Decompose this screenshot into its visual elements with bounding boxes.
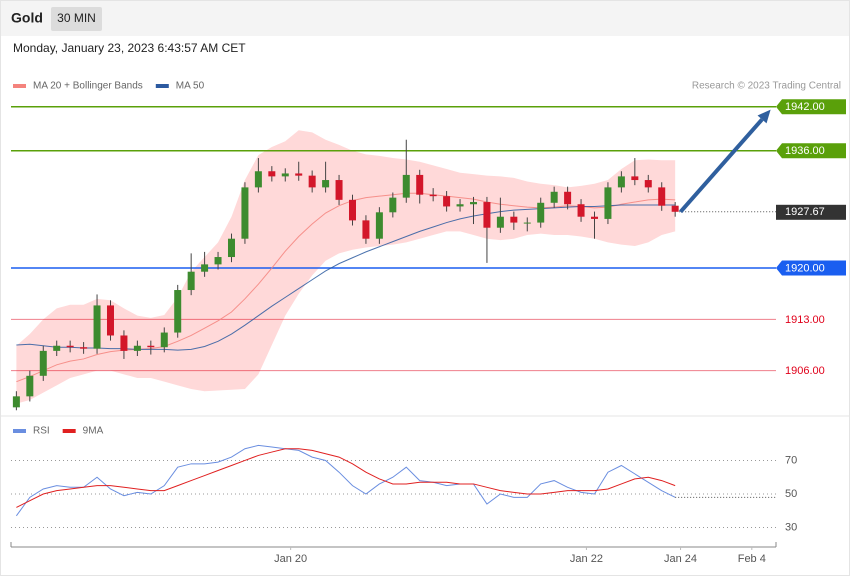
symbol: Gold <box>11 10 43 26</box>
candle-body <box>577 204 585 217</box>
price-box <box>776 99 846 115</box>
candle-body <box>483 202 491 228</box>
price-label: 1927.67 <box>785 206 825 218</box>
candle-body <box>590 216 598 219</box>
candle-body <box>443 196 451 207</box>
candle-body <box>617 176 625 188</box>
x-tick-label: Jan 20 <box>274 553 307 565</box>
candle-body <box>53 345 61 351</box>
candle-body <box>12 396 20 408</box>
candle-body <box>268 171 276 177</box>
price-label: 1936.00 <box>785 145 825 157</box>
candle-body <box>671 205 679 212</box>
price-label: 1920.00 <box>785 262 825 274</box>
candle-body <box>295 173 303 176</box>
header-bar <box>1 1 849 36</box>
candle-body <box>402 174 410 198</box>
candle-body <box>308 175 316 188</box>
candle-body <box>631 176 639 181</box>
y-tick-label: 30 <box>785 521 797 533</box>
candle-body <box>550 191 558 203</box>
candle-body <box>227 238 235 258</box>
legend-label: MA 20 + Bollinger Bands <box>33 81 143 92</box>
price-box <box>776 260 846 276</box>
candle-body <box>254 171 262 188</box>
candle-body <box>80 347 88 349</box>
legend-swatch <box>155 84 169 88</box>
x-tick-label: Jan 22 <box>570 553 603 565</box>
candle-body <box>106 305 114 336</box>
candle-body <box>201 264 209 272</box>
copyright: Research © 2023 Trading Central <box>692 81 841 92</box>
candle-body <box>375 212 383 239</box>
candle-body <box>174 290 182 333</box>
candle-body <box>537 202 545 223</box>
candle-body <box>496 216 504 228</box>
candle-body <box>604 187 612 219</box>
legend-swatch <box>13 429 26 433</box>
indicator-line <box>16 448 676 508</box>
candle-body <box>362 220 370 239</box>
candle-body <box>66 345 74 348</box>
timestamp: Monday, January 23, 2023 6:43:57 AM CET <box>13 41 246 55</box>
candle-body <box>510 216 518 223</box>
price-label: 1913.00 <box>785 314 825 326</box>
candle-body <box>456 204 464 207</box>
interval[interactable]: 30 MIN <box>57 11 96 25</box>
y-tick-label: 70 <box>785 454 797 466</box>
price-label: 1942.00 <box>785 101 825 113</box>
y-tick-label: 50 <box>785 488 797 500</box>
candle-body <box>564 191 572 205</box>
legend-swatch <box>13 84 26 88</box>
candle-body <box>214 257 222 265</box>
x-tick-label: Feb 4 <box>738 553 766 565</box>
candle-body <box>241 187 249 239</box>
candle-body <box>335 180 343 200</box>
candle-body <box>120 335 128 351</box>
bollinger-band <box>16 130 676 404</box>
legend-label: 9MA <box>83 426 104 437</box>
price-box <box>776 204 846 220</box>
x-tick-label: Jan 24 <box>664 553 697 565</box>
price-box <box>776 143 846 159</box>
candle-body <box>39 350 47 376</box>
candle-body <box>322 180 330 188</box>
legend-swatch <box>62 429 76 433</box>
candle-body <box>469 202 477 205</box>
price-label: 1906.00 <box>785 365 825 377</box>
indicator-line <box>15 444 676 517</box>
candle-body <box>133 345 141 351</box>
forecast-arrow-head <box>757 109 771 124</box>
candle-body <box>523 222 531 224</box>
candle-body <box>281 173 289 177</box>
candle-body <box>348 199 356 221</box>
candle-body <box>147 345 155 348</box>
candle-body <box>93 305 101 349</box>
forecast-arrow <box>679 118 764 214</box>
legend-label: RSI <box>33 426 50 437</box>
candle-body <box>389 197 397 213</box>
legend-label: MA 50 <box>176 81 205 92</box>
candle-body <box>416 174 424 195</box>
interval-chip[interactable] <box>51 7 102 31</box>
candle-body <box>187 271 195 291</box>
candle-body <box>429 194 437 197</box>
candle-body <box>658 187 666 206</box>
candle-body <box>26 375 34 397</box>
candle-body <box>644 180 652 188</box>
candle-body <box>160 332 168 348</box>
